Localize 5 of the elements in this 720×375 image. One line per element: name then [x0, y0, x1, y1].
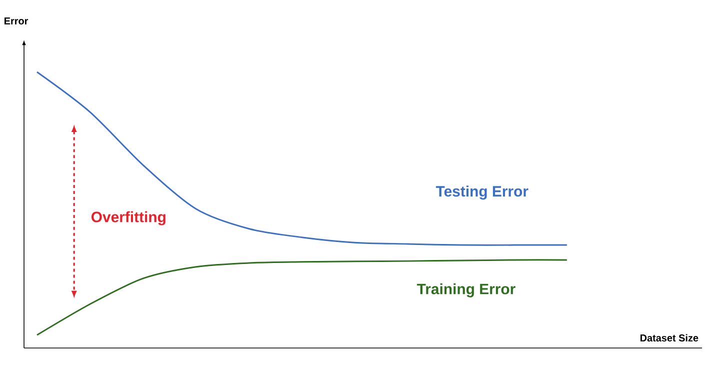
y-axis-title: Error — [4, 18, 28, 24]
text: Testing Error — [436, 186, 528, 200]
x-axis-title: Dataset Size — [640, 334, 698, 342]
annotation: Overfitting — [91, 211, 166, 226]
series-label: Training Error — [416, 283, 516, 298]
